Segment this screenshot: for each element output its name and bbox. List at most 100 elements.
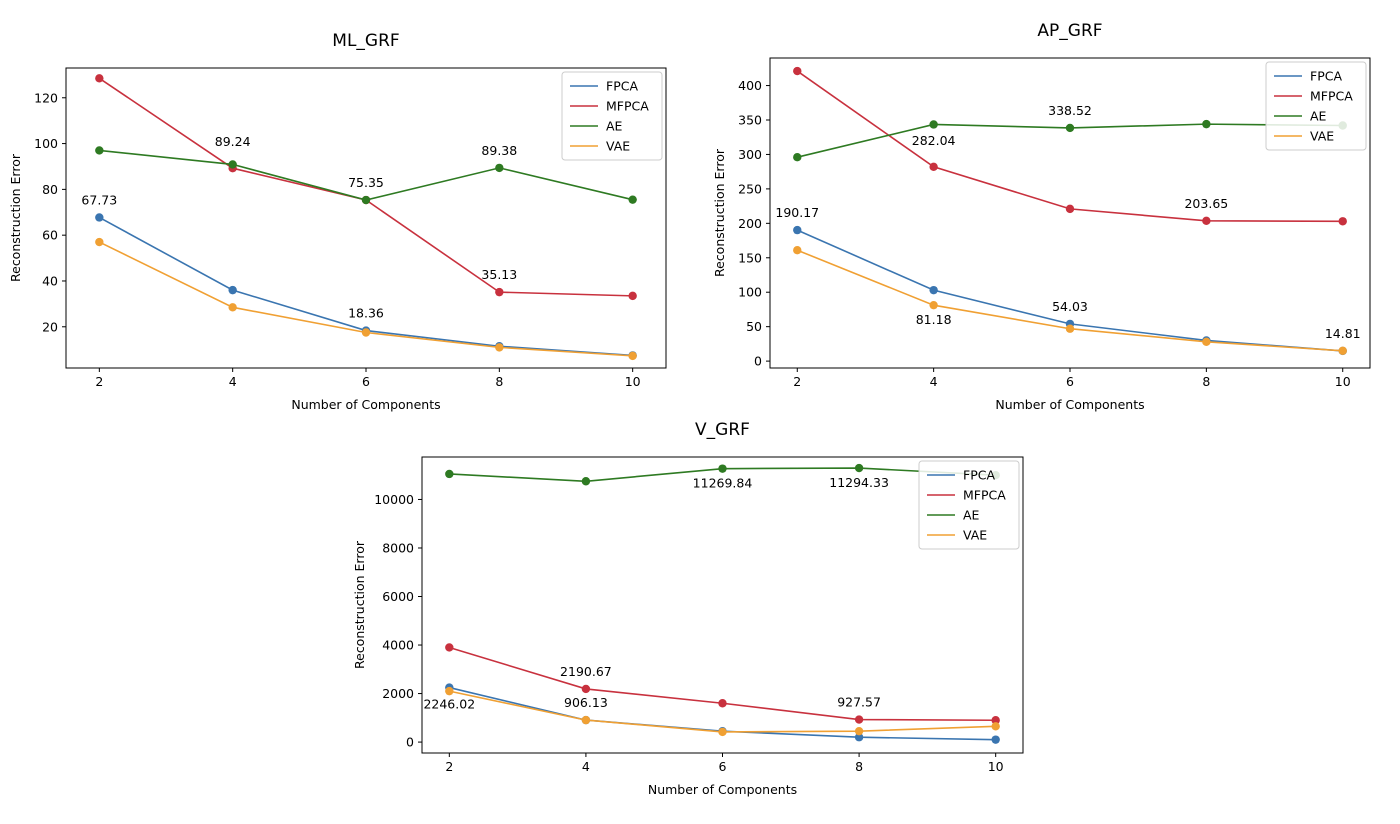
- ap-x-axis-label: Number of Components: [995, 397, 1144, 412]
- ap-series-vae-point: [793, 246, 802, 255]
- ap-data-label: 282.04: [912, 133, 956, 148]
- ap-series-vae-point: [1065, 324, 1075, 333]
- ap-data-label: 338.52: [1048, 103, 1092, 118]
- ap-series-ae-point: [1202, 119, 1211, 129]
- ap-data-label: 81.18: [916, 312, 952, 327]
- ap-x-tick-label: 8: [1202, 374, 1210, 389]
- v-y-tick-label: 8000: [382, 540, 414, 555]
- v-series-vae-point: [854, 726, 864, 736]
- ml-y-tick-label: 100: [34, 136, 58, 151]
- ml-series-ae-point: [95, 146, 104, 155]
- v-legend-label: MFPCA: [963, 488, 1006, 503]
- ml-x-tick-label: 2: [95, 374, 103, 389]
- ap-series-mfpca-point: [929, 162, 938, 172]
- v-y-axis-label: Reconstruction Error: [352, 540, 367, 669]
- ml-series-vae-point: [228, 303, 237, 312]
- ml-y-tick-label: 80: [42, 182, 58, 197]
- ml-x-axis-label: Number of Components: [291, 397, 440, 412]
- ml-series-ae-point: [228, 160, 237, 169]
- ap-series-vae-point: [929, 300, 938, 310]
- ap-y-tick-label: 350: [738, 113, 762, 128]
- v-x-tick-label: 10: [988, 759, 1004, 774]
- ap-series-fpca-point: [793, 225, 802, 235]
- ml-series-mfpca-point: [95, 74, 104, 83]
- ml-data-label: 89.38: [481, 143, 517, 158]
- v-data-label: 11294.33: [829, 475, 889, 490]
- v-y-tick-label: 6000: [382, 589, 414, 604]
- ap-series-mfpca-point: [793, 66, 802, 76]
- ml-x-tick-label: 8: [495, 374, 503, 389]
- v-series-vae-point: [581, 715, 591, 725]
- v-legend-label: AE: [963, 508, 980, 523]
- ap-series-vae-point: [1202, 337, 1211, 347]
- ap-y-tick-label: 50: [746, 319, 762, 334]
- v-series-mfpca-point: [854, 715, 864, 724]
- v-y-tick-label: 0: [406, 735, 414, 750]
- ml-y-tick-label: 20: [42, 319, 58, 334]
- ap-series-ae-point: [929, 120, 938, 129]
- ap-series-mfpca-point: [1202, 216, 1211, 226]
- ml-x-tick-label: 10: [625, 374, 641, 389]
- v-y-tick-label: 10000: [374, 492, 414, 507]
- v-x-tick-label: 4: [582, 759, 590, 774]
- ap-legend-label: FPCA: [1310, 69, 1342, 84]
- v-series-ae-point: [854, 463, 864, 473]
- ml-series-vae-line: [98, 241, 633, 357]
- v-series-mfpca-point: [581, 684, 591, 694]
- ap-y-tick-label: 400: [738, 78, 762, 93]
- ap-y-tick-label: 100: [738, 285, 762, 300]
- ap-legend: FPCA MFPCA AE VAE: [1265, 61, 1367, 151]
- v-y-tick-label: 4000: [382, 638, 414, 653]
- ml-y-axis-label: Reconstruction Error: [8, 153, 23, 282]
- ml-series-mfpca-point: [628, 291, 637, 301]
- ml-data-label: 18.36: [348, 306, 384, 321]
- ml-data-label: 75.35: [348, 175, 384, 190]
- v-series-vae-point: [445, 686, 454, 696]
- v-legend-label: VAE: [963, 528, 987, 543]
- v-x-tick-label: 6: [719, 759, 727, 774]
- v-series-vae-line: [449, 690, 996, 733]
- ap-legend-box: [1265, 61, 1367, 151]
- v-chart: V_GRF 2 4 6 8 10 0 2000 4000 6000 8000 10000 Number …: [352, 420, 1024, 797]
- v-legend-label: FPCA: [963, 468, 995, 483]
- ml-series-ae-point: [361, 195, 371, 205]
- ml-y-tick-label: 40: [42, 273, 58, 288]
- ap-series-mfpca-point: [1065, 204, 1075, 214]
- ml-series-vae-point: [628, 351, 637, 361]
- v-x-axis-label: Number of Components: [648, 782, 797, 797]
- v-series-ae-point: [581, 477, 591, 486]
- v-series-ae-point: [718, 464, 727, 473]
- v-series-fpca-point: [854, 733, 864, 742]
- ml-chart-title: ML_GRF: [332, 31, 399, 51]
- ml-series-vae-point: [495, 343, 504, 352]
- ap-series-mfpca-point: [1338, 217, 1347, 226]
- ap-y-tick-label: 250: [738, 181, 762, 196]
- ml-legend-label: VAE: [606, 139, 630, 154]
- ap-series-ae-point: [793, 153, 802, 162]
- ml-y-tick-label: 60: [42, 228, 58, 243]
- ml-chart: ML_GRF 2 4 6 8 10 20 40 60 80 100 120 Number of Comp…: [8, 31, 667, 412]
- ap-y-axis-label: Reconstruction Error: [712, 148, 727, 277]
- ap-y-tick-label: 300: [738, 147, 762, 162]
- ap-data-label: 203.65: [1184, 196, 1228, 211]
- v-series-mfpca-point: [445, 643, 454, 652]
- ap-series-mfpca-line: [796, 70, 1343, 223]
- v-chart-title: V_GRF: [695, 420, 750, 440]
- ap-y-tick-label: 200: [738, 216, 762, 231]
- ml-series-ae-point: [628, 195, 637, 204]
- ml-series-fpca-point: [228, 285, 237, 295]
- ml-legend: FPCA MFPCA AE VAE: [561, 71, 663, 161]
- ml-legend-box: [561, 71, 663, 161]
- ml-series-vae-point: [95, 237, 104, 247]
- ap-data-label: 54.03: [1052, 299, 1088, 314]
- ml-x-tick-label: 4: [229, 374, 237, 389]
- ml-series-vae-point: [361, 328, 371, 337]
- ap-x-tick-label: 2: [793, 374, 801, 389]
- ml-x-tick-label: 6: [362, 374, 370, 389]
- ap-y-tick-label: 150: [738, 250, 762, 265]
- ap-x-tick-label: 4: [930, 374, 938, 389]
- v-x-tick-label: 8: [855, 759, 863, 774]
- ml-legend-label: FPCA: [606, 79, 638, 94]
- v-series-fpca-point: [991, 735, 1000, 744]
